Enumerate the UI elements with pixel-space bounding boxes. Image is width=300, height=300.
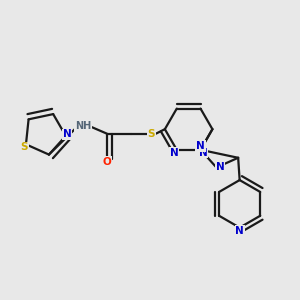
Text: S: S <box>148 129 155 139</box>
Text: NH: NH <box>75 121 91 131</box>
Text: N: N <box>216 163 224 172</box>
Text: N: N <box>199 148 207 158</box>
Text: N: N <box>235 226 244 236</box>
Text: N: N <box>196 141 205 151</box>
Text: N: N <box>170 148 179 158</box>
Text: S: S <box>21 142 28 152</box>
Text: O: O <box>103 157 111 167</box>
Text: N: N <box>63 129 72 140</box>
